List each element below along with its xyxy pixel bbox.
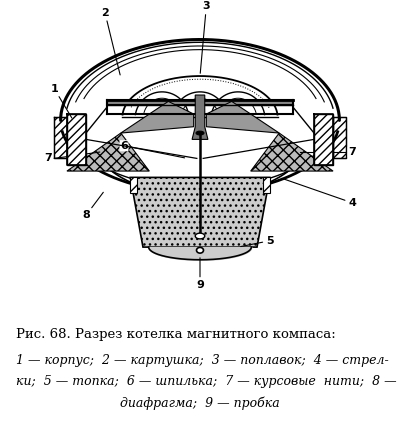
Text: 7: 7: [44, 154, 52, 163]
Polygon shape: [314, 114, 333, 165]
Ellipse shape: [196, 131, 204, 135]
Text: 9: 9: [196, 258, 204, 290]
Text: 4: 4: [282, 178, 356, 208]
Polygon shape: [130, 177, 270, 247]
Polygon shape: [333, 117, 346, 158]
Text: диафрагма;  9 — пробка: диафрагма; 9 — пробка: [120, 396, 280, 410]
Polygon shape: [130, 177, 137, 193]
Polygon shape: [67, 133, 149, 171]
Text: 3: 3: [200, 1, 210, 73]
Text: 1: 1: [50, 84, 72, 118]
Text: 2: 2: [101, 7, 120, 75]
Polygon shape: [192, 95, 208, 139]
Text: ки;  5 — топка;  6 — шпилька;  7 — курсовые  нити;  8 —: ки; 5 — топка; 6 — шпилька; 7 — курсовые…: [16, 375, 397, 388]
Text: 7: 7: [348, 147, 356, 157]
Text: Рис. 68. Разрез котелка магнитного компаса:: Рис. 68. Разрез котелка магнитного компа…: [16, 328, 336, 341]
Polygon shape: [251, 133, 333, 171]
Polygon shape: [263, 177, 270, 193]
Text: 5: 5: [241, 236, 274, 246]
Text: 8: 8: [82, 192, 103, 220]
Text: 6: 6: [120, 141, 185, 158]
Polygon shape: [206, 101, 279, 133]
Ellipse shape: [195, 233, 205, 239]
Polygon shape: [106, 100, 294, 106]
Polygon shape: [67, 114, 86, 165]
Ellipse shape: [196, 247, 204, 253]
Text: 1 — корпус;  2 — картушка;  3 — поплавок;  4 — стрел-: 1 — корпус; 2 — картушка; 3 — поплавок; …: [16, 354, 389, 367]
Polygon shape: [54, 117, 67, 158]
Polygon shape: [121, 101, 194, 133]
